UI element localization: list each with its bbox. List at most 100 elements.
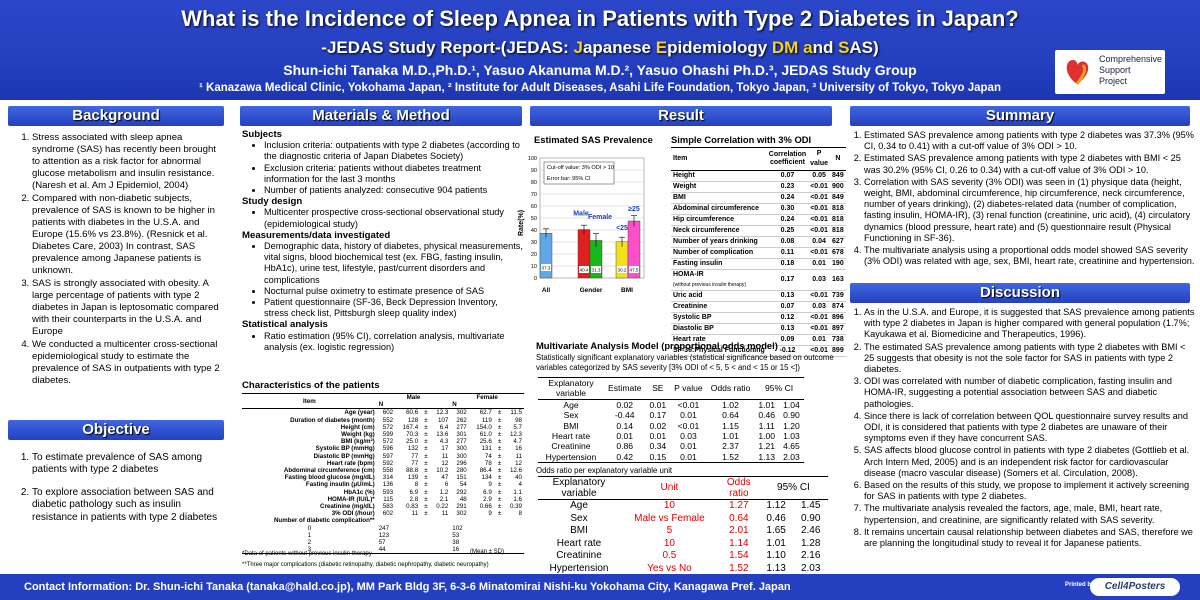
bar-value-label: 30.2 bbox=[618, 268, 627, 273]
col-n-female: N bbox=[452, 401, 457, 409]
subtitle-dm: DM bbox=[771, 38, 799, 57]
chars-item: Fasting blood glucose (mg/dL) bbox=[284, 474, 375, 482]
corr-row: BMI 0.24 <0.01 849 bbox=[671, 192, 846, 204]
chars-row: Abdominal circumference (cm) 558 88.8 ±10.2… bbox=[242, 467, 524, 474]
chars-item: Abdominal circumference (cm) bbox=[283, 467, 375, 475]
chars-value: ± bbox=[497, 495, 502, 503]
materials-heading: Materials & Method bbox=[240, 106, 522, 126]
discussion-item: The estimated SAS prevalence among patie… bbox=[864, 342, 1196, 376]
chars-value: 61.0 bbox=[479, 431, 492, 439]
chars-item: Heart rate (bpm) bbox=[326, 459, 375, 467]
ma-value: 1.01 bbox=[722, 431, 739, 442]
ma-value: 0.17 bbox=[649, 410, 667, 421]
ob-value: 1.65 bbox=[766, 525, 786, 537]
ob-value: 2.46 bbox=[800, 525, 821, 537]
chars-footnote-mean: (Mean ± SD) bbox=[470, 549, 504, 555]
corr-value: 627 bbox=[830, 236, 846, 248]
ob-value: 1.13 bbox=[766, 562, 786, 574]
odds-caption: Odds ratio per explanatory variable unit bbox=[536, 466, 673, 475]
corr-row: Neck circumference 0.25 <0.01 818 bbox=[671, 225, 846, 237]
chars-value: ± bbox=[497, 409, 502, 417]
chars-value: 1.1 bbox=[513, 488, 522, 496]
series-label-lt25: <25 bbox=[616, 225, 628, 232]
chars-value: ± bbox=[424, 467, 428, 475]
odds-table: Explanatory variable Unit Odds ratio 95%… bbox=[538, 476, 828, 577]
chars-value: 280 bbox=[456, 467, 467, 475]
chars-comp-value-row: 1 123 53 bbox=[242, 532, 524, 539]
chars-row: Systolic BP (mmHg) 596 132 ±17 300 131 ±16 bbox=[242, 445, 524, 452]
chars-value: 48 bbox=[459, 495, 467, 503]
ma-value: 1.01 bbox=[758, 399, 776, 410]
corr-item-label: Creatinine bbox=[673, 303, 708, 310]
chars-value: 277 bbox=[456, 438, 467, 446]
corr-item-label: BMI bbox=[673, 194, 686, 201]
chars-value: 88.8 bbox=[406, 467, 419, 475]
subtitle-pidemiology: pidemiology bbox=[667, 38, 772, 57]
corr-row: Abdominal circumference 0.30 <0.01 818 bbox=[671, 203, 846, 215]
ma-variable: BMI bbox=[563, 420, 579, 431]
ma-value: 0.42 bbox=[616, 451, 634, 462]
chars-comp-male: 123 bbox=[378, 531, 390, 539]
chars-value: 592 bbox=[382, 459, 394, 467]
chars-value: 602 bbox=[382, 409, 394, 417]
ob-variable: Age bbox=[570, 500, 588, 511]
objective-item: To explore association between SAS and d… bbox=[32, 487, 226, 524]
series-label-ge25: ≥25 bbox=[628, 206, 640, 213]
poster-authors: Shun-ichi Tanaka M.D.,Ph.D.¹, Yasuo Akan… bbox=[283, 62, 917, 78]
chars-row: Duration of diabetes (month) 552 128 ±107 26… bbox=[242, 417, 524, 424]
support-project-logo: Comprehensive Support Project bbox=[1055, 50, 1165, 94]
ob-value: 1.54 bbox=[729, 550, 749, 562]
value-label-bg bbox=[541, 264, 551, 271]
methods-block: Subjects Inclusion criteria: outpatients… bbox=[242, 129, 524, 353]
ob-value: 0.90 bbox=[800, 512, 821, 524]
ob-row: Creatinine 0.5 1.54 1.10 2.16 bbox=[538, 550, 828, 563]
chars-value: 2.9 bbox=[483, 495, 492, 503]
ma-value: 0.01 bbox=[649, 431, 667, 442]
ob-value: 10 bbox=[663, 537, 675, 549]
chars-value: ± bbox=[424, 445, 428, 453]
chars-value: 25.6 bbox=[479, 438, 492, 446]
corr-row: Number of years drinking 0.08 0.04 627 bbox=[671, 236, 846, 248]
background-heading: Background bbox=[8, 106, 224, 126]
corr-item: Heart rate bbox=[671, 334, 767, 346]
corr-value: <0.01 bbox=[808, 323, 831, 335]
ob-variable: Hypertension bbox=[549, 562, 609, 574]
corr-h-n: N bbox=[830, 147, 846, 171]
ma-variable: Sex bbox=[563, 410, 579, 421]
chars-value: 301 bbox=[456, 431, 467, 439]
chars-value: 572 bbox=[382, 423, 394, 431]
chart-legend-cutoff: Cut-off value: 3% ODI > 10 bbox=[547, 165, 614, 171]
ob-variable: Sex bbox=[570, 512, 588, 524]
corr-item-label: Number of years drinking bbox=[673, 238, 758, 245]
ob-row: Heart rate 10 1.14 1.01 1.28 bbox=[538, 538, 828, 551]
y-tick-label: 10 bbox=[531, 264, 537, 270]
prevalence-title: Estimated SAS Prevalence bbox=[534, 134, 653, 145]
chars-value: 0.39 bbox=[509, 503, 522, 511]
ma-value: 0.02 bbox=[649, 420, 667, 431]
corr-value: -0.12 bbox=[766, 345, 809, 357]
ma-value: 0.01 bbox=[680, 441, 697, 452]
chars-value: 12.6 bbox=[509, 467, 522, 475]
design-heading: Study design bbox=[242, 196, 303, 208]
chars-value: ± bbox=[497, 459, 502, 467]
prevalence-chart: 0 10 20 30 40 50 60 70 80 90 100 Rate(%) Cut-off val… bbox=[518, 156, 645, 294]
corr-item: Height bbox=[671, 170, 767, 182]
chars-comp-value-row: 0 247 102 bbox=[242, 525, 524, 532]
corr-value: 896 bbox=[830, 312, 846, 324]
chars-value: 314 bbox=[382, 474, 394, 482]
ob-value: 10 bbox=[663, 500, 675, 511]
chars-value: 1.2 bbox=[439, 488, 449, 496]
discussion-list: As in the U.S.A. and Europe, it is sugge… bbox=[840, 307, 1196, 550]
chars-value: 4.7 bbox=[513, 438, 522, 446]
correlation-title: Simple Correlation with 3% ODI bbox=[671, 134, 812, 145]
chars-row: Diastolic BP (mmHg) 597 77 ±11 300 74 ±11 bbox=[242, 453, 524, 460]
value-label-bg bbox=[579, 266, 589, 273]
ma-value: 0.90 bbox=[783, 410, 800, 421]
corr-value: 0.01 bbox=[808, 334, 831, 346]
corr-row: Fasting insulin 0.18 0.01 190 bbox=[671, 258, 846, 270]
multivariate-title: Multivariate Analysis Model (proportiona… bbox=[536, 340, 778, 351]
corr-item: Hip circumference bbox=[671, 214, 767, 226]
objective-list: To estimate prevalence of SAS among pati… bbox=[8, 452, 226, 525]
chars-value: 8 bbox=[414, 481, 419, 489]
bar-value-label: 40.4 bbox=[580, 268, 589, 273]
